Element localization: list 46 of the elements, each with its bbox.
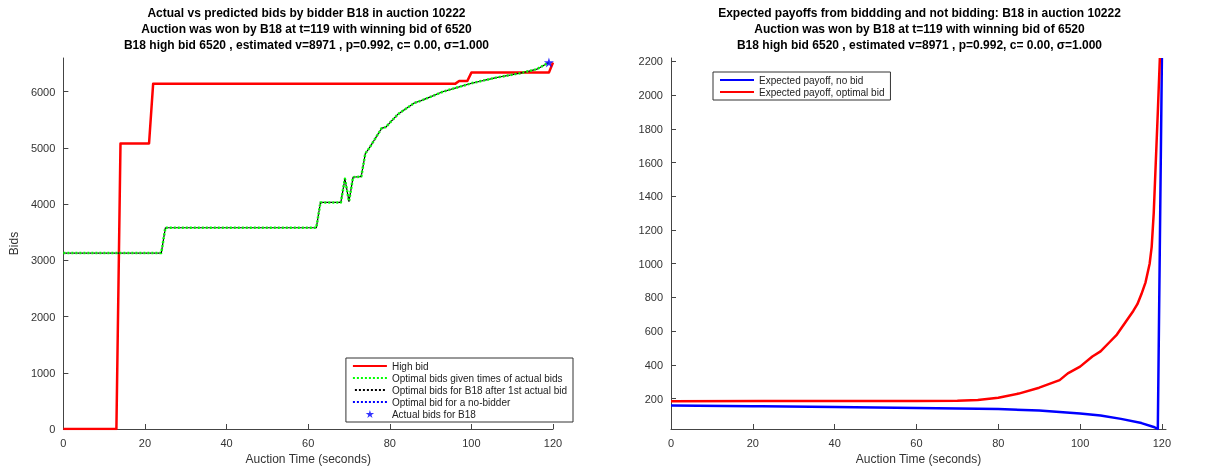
y-tick-label: 5000	[30, 141, 56, 154]
legend-label: Optimal bids given times of actual bids	[391, 372, 563, 384]
x-axis-title: Auction Time (seconds)	[855, 452, 982, 466]
legend-label: Optimal bid for a no-bidder	[391, 396, 511, 408]
y-tick-label: 6000	[30, 85, 56, 98]
x-tick-label: 80	[383, 436, 396, 449]
x-tick-label: 40	[220, 436, 233, 449]
y-tick-label: 3000	[30, 254, 56, 267]
y-tick-label: 1600	[638, 156, 663, 169]
y-tick-label: 400	[644, 358, 663, 371]
x-tick-label: 40	[828, 436, 841, 449]
x-tick-label: 60	[302, 436, 315, 449]
y-tick-label: 200	[644, 392, 663, 405]
y-tick-label: 1400	[638, 190, 663, 203]
x-tick-label: 120	[543, 436, 563, 449]
y-tick-label: 600	[644, 325, 663, 338]
chart-title: Expected payoffs from biddding and not bidding: B18 in auction 10222	[718, 6, 1122, 20]
y-tick-label: 2000	[638, 89, 663, 102]
chart-title: Actual vs predicted bids by bidder B18 in auction 10222	[147, 6, 466, 20]
y-tick-label: 1200	[638, 224, 663, 237]
y-tick-label: 1800	[638, 122, 663, 135]
x-tick-label: 80	[992, 436, 1005, 449]
x-tick-label: 120	[1152, 436, 1172, 449]
y-tick-label: 1000	[30, 366, 56, 379]
legend-label: Expected payoff, no bid	[759, 74, 864, 86]
y-tick-label: 2000	[30, 310, 56, 323]
x-tick-label: 0	[667, 436, 675, 449]
x-axis-title: Auction Time (seconds)	[245, 452, 371, 466]
legend-label: Expected payoff, optimal bid	[759, 86, 885, 98]
x-tick-label: 60	[910, 436, 923, 449]
x-tick-label: 20	[138, 436, 152, 449]
y-tick-label: 0	[49, 423, 56, 435]
chart-subtitle: Auction was won by B18 at t=119 with winning bid of 6520 B18 high bid 6520 , estimated v=8971 , p=0.992, c= 0.00, σ=1.000	[736, 22, 1103, 52]
y-tick-label: 2200	[638, 55, 663, 68]
y-tick-label: 1000	[638, 257, 663, 270]
legend-label: Actual bids for B18	[391, 408, 477, 420]
x-tick-label: 20	[746, 436, 759, 449]
y-axis-title: Bids	[7, 231, 21, 256]
y-tick-label: 800	[644, 291, 663, 304]
x-tick-label: 100	[1070, 436, 1090, 449]
x-tick-label: 100	[462, 436, 481, 449]
x-tick-label: 0	[60, 436, 67, 449]
y-tick-label: 4000	[30, 198, 56, 211]
chart-subtitle: Auction was won by B18 at t=119 with winning bid of 6520 B18 high bid 6520 , estimated v=8971 , p=0.992, c= 0.00, σ=1.000	[123, 22, 490, 52]
legend-label: High bid	[391, 360, 429, 372]
legend-label: Optimal bids for B18 after 1st actual bid	[391, 384, 568, 396]
